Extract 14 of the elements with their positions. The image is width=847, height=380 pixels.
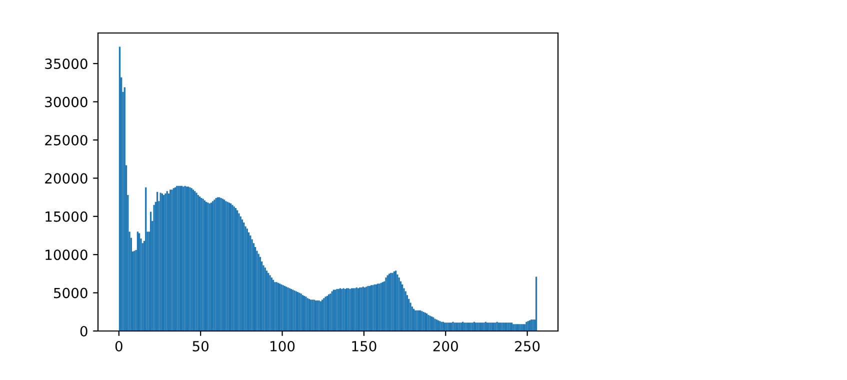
x-tick-label: 50 [192,340,208,352]
y-tick-label: 15000 [46,211,88,222]
x-tick-label: 150 [352,340,376,352]
x-tick-label: 100 [270,340,295,352]
y-tick-label: 25000 [45,134,88,146]
y-tick-label: 10000 [46,250,88,260]
y-tick-label: 20000 [45,173,88,184]
y-tick-label: 0 [80,326,88,336]
y-tick-label: 35000 [45,58,88,70]
y-tick-label: 5000 [54,288,88,298]
x-tick-label: 200 [433,340,458,352]
x-tick-label: 250 [515,340,540,352]
y-tick-label: 30000 [45,96,88,108]
x-tick-label: 0 [115,340,122,352]
